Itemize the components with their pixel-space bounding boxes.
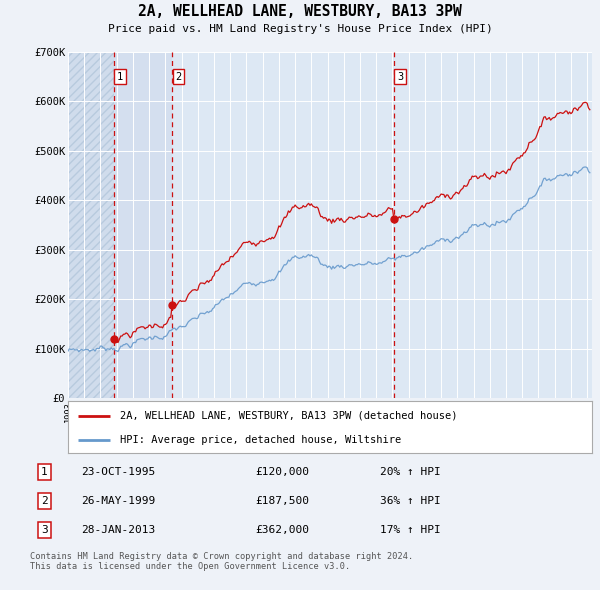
Text: 20% ↑ HPI: 20% ↑ HPI <box>380 467 440 477</box>
Text: £120,000: £120,000 <box>256 467 310 477</box>
Bar <box>114 52 172 398</box>
Text: 1: 1 <box>117 72 123 81</box>
Text: 2A, WELLHEAD LANE, WESTBURY, BA13 3PW: 2A, WELLHEAD LANE, WESTBURY, BA13 3PW <box>138 4 462 19</box>
Text: 28-JAN-2013: 28-JAN-2013 <box>81 525 155 535</box>
Bar <box>68 52 114 398</box>
Text: 36% ↑ HPI: 36% ↑ HPI <box>380 496 440 506</box>
Text: 2: 2 <box>175 72 181 81</box>
Text: 17% ↑ HPI: 17% ↑ HPI <box>380 525 440 535</box>
Text: 23-OCT-1995: 23-OCT-1995 <box>81 467 155 477</box>
Text: £362,000: £362,000 <box>256 525 310 535</box>
Text: HPI: Average price, detached house, Wiltshire: HPI: Average price, detached house, Wilt… <box>121 435 401 445</box>
Text: 3: 3 <box>397 72 403 81</box>
Text: Contains HM Land Registry data © Crown copyright and database right 2024.
This d: Contains HM Land Registry data © Crown c… <box>30 552 413 571</box>
Text: 1: 1 <box>41 467 47 477</box>
Text: £187,500: £187,500 <box>256 496 310 506</box>
Text: 3: 3 <box>41 525 47 535</box>
Text: 2A, WELLHEAD LANE, WESTBURY, BA13 3PW (detached house): 2A, WELLHEAD LANE, WESTBURY, BA13 3PW (d… <box>121 411 458 421</box>
Text: 2: 2 <box>41 496 47 506</box>
Text: Price paid vs. HM Land Registry's House Price Index (HPI): Price paid vs. HM Land Registry's House … <box>107 24 493 34</box>
Text: 26-MAY-1999: 26-MAY-1999 <box>81 496 155 506</box>
